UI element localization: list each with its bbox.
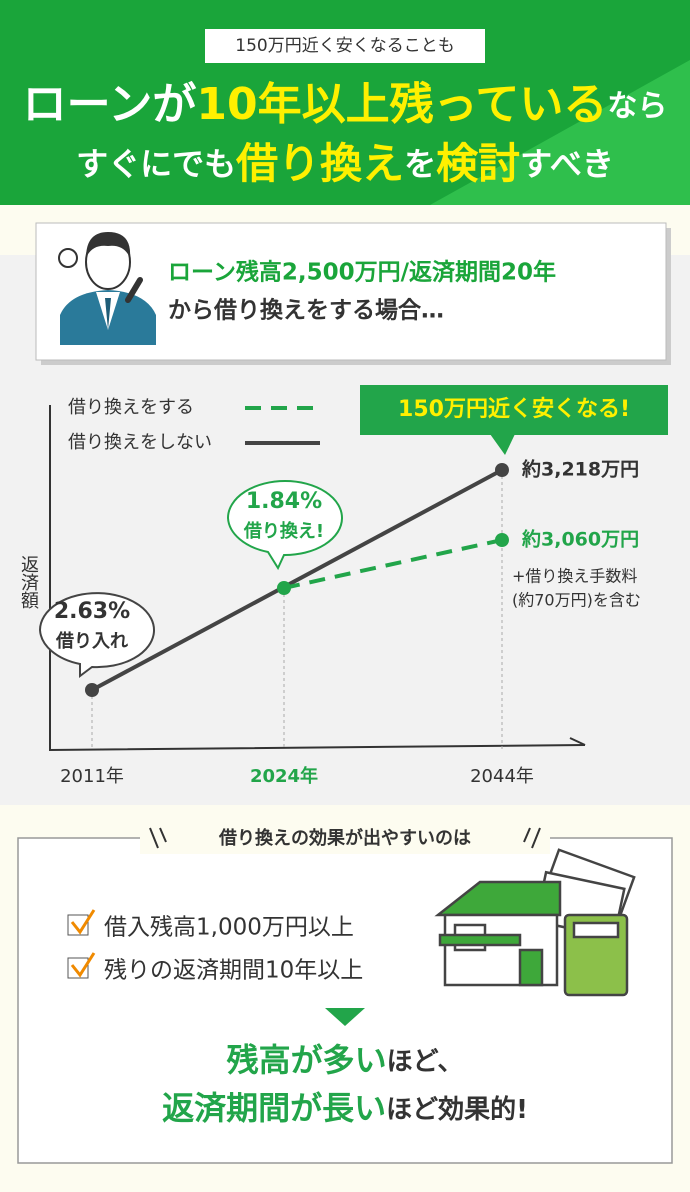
bubble-text: 借り入れ [55,630,128,652]
point [277,581,291,595]
bubble-rate: 1.84% [246,489,322,514]
bubble-text: 借り換え! [243,520,324,542]
end-label: 約3,218万円 [521,458,639,481]
badge: 150万円近く安くなることも [235,36,454,56]
title-part: すべき [520,145,614,183]
bubble [226,480,343,571]
note: +借り換え手数料 [512,567,637,586]
title-line2: すぐにでも借り換えを検討すべき [76,139,614,188]
conclusion-text: ほど、 [387,1047,464,1077]
callout-box [360,385,668,435]
title-part: なら [607,89,667,124]
x-label: 2024年 [250,765,318,787]
legend-label: 借り換えをしない [68,432,212,453]
conclusion-highlight: 残高が多い [226,1041,387,1079]
point [495,533,509,547]
heading-bg [140,824,550,854]
check-item: 残りの返済期間10年以上 [104,958,363,984]
title-line1: ローンが10年以上残っているなら [23,79,668,130]
title-highlight: 借り換え [235,139,404,188]
bottom-heading: 借り換えの効果が出やすいのは [218,827,471,849]
conclusion: 返済期間が長いほど効果的! [162,1089,528,1127]
end-label: 約3,060万円 [521,528,639,551]
conclusion: 残高が多いほど、 [226,1041,464,1079]
arrow-down [325,1008,365,1026]
title-highlight: 10年以上残っている [196,79,607,130]
badge-box [205,29,485,63]
title-part: すぐにでも [76,145,236,183]
y-axis-label: 返済額 [18,555,39,609]
checkbox [67,909,96,936]
title-part: ローンが [23,79,197,130]
house-illustration [434,848,636,997]
point [85,683,99,697]
guide-lines [91,470,503,750]
x-label: 2011年 [60,766,124,787]
checkbox [67,952,96,979]
scenario-line2: から借り換えをする場合… [168,298,444,324]
axis-arrow [569,737,586,746]
title-part: を [404,145,436,183]
bubble [38,592,155,678]
line-refi [283,538,503,590]
line-no-refi [91,468,503,692]
header-accent [430,60,690,205]
conclusion-text: ほど効果的! [386,1094,528,1125]
heading-marks [149,827,541,849]
callout: 150万円近く安くなる! [398,396,630,422]
scenario-line1: ローン残高2,500万円/返済期間20年 [168,259,556,286]
bubble-rate: 2.63% [54,599,130,624]
x-label: 2044年 [470,766,534,787]
note: (約70万円)を含む [512,591,641,610]
legend-label: 借り換えをする [68,397,194,418]
check-item: 借入残高1,000万円以上 [104,915,354,941]
callout-tail [490,434,515,455]
axes [49,405,586,752]
conclusion-highlight: 返済期間が長い [162,1089,386,1127]
point [495,463,509,477]
title-highlight: 検討 [436,139,520,188]
person-icon [58,232,156,345]
